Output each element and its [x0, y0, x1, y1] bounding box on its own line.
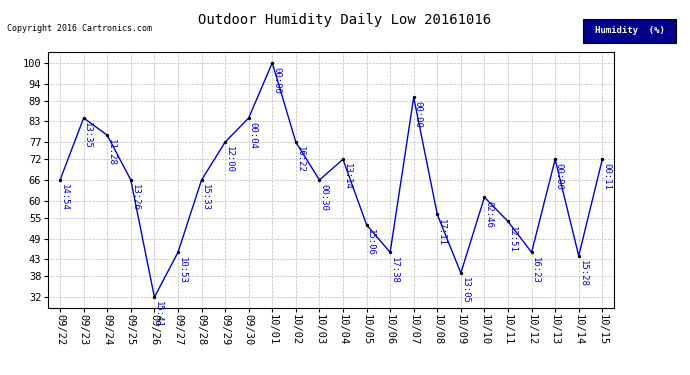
Point [479, 194, 490, 200]
Text: 13:14: 13:14 [343, 164, 352, 190]
Point [314, 177, 325, 183]
Point [550, 156, 561, 162]
Text: 00:30: 00:30 [319, 184, 328, 211]
Point [267, 60, 278, 66]
Text: 14:54: 14:54 [60, 184, 69, 211]
Point [384, 249, 395, 255]
Point [126, 177, 137, 183]
Text: 16:23: 16:23 [531, 256, 540, 284]
Point [455, 270, 466, 276]
Text: 13:05: 13:05 [460, 277, 469, 304]
Text: Copyright 2016 Cartronics.com: Copyright 2016 Cartronics.com [7, 24, 152, 33]
Point [502, 218, 513, 224]
Text: 15:41: 15:41 [154, 302, 163, 328]
Text: 00:00: 00:00 [555, 164, 564, 190]
Point [219, 139, 230, 145]
Text: Humidity  (%): Humidity (%) [595, 26, 664, 36]
Point [196, 177, 207, 183]
Text: 02:46: 02:46 [484, 201, 493, 228]
Point [408, 94, 420, 100]
Text: 12:51: 12:51 [508, 225, 517, 252]
Point [78, 115, 89, 121]
Text: 15:28: 15:28 [578, 260, 587, 287]
Text: 11:28: 11:28 [107, 140, 116, 166]
Point [172, 249, 184, 255]
Point [290, 139, 302, 145]
Point [573, 253, 584, 259]
Text: 13:35: 13:35 [83, 122, 92, 149]
Text: 13:26: 13:26 [130, 184, 139, 211]
Point [526, 249, 537, 255]
Text: 00:04: 00:04 [248, 122, 257, 149]
Point [432, 211, 443, 217]
Point [361, 222, 372, 228]
Text: 15:06: 15:06 [366, 229, 375, 256]
Text: 17:38: 17:38 [390, 256, 399, 284]
Point [101, 132, 112, 138]
Point [597, 156, 608, 162]
Text: 00:00: 00:00 [413, 102, 422, 128]
Text: Outdoor Humidity Daily Low 20161016: Outdoor Humidity Daily Low 20161016 [199, 13, 491, 27]
Text: 00:00: 00:00 [272, 67, 281, 94]
Text: 16:22: 16:22 [295, 146, 304, 173]
Point [149, 294, 160, 300]
Text: 12:00: 12:00 [225, 146, 234, 173]
Point [337, 156, 348, 162]
Point [243, 115, 254, 121]
Text: 15:33: 15:33 [201, 184, 210, 211]
Point [55, 177, 66, 183]
Text: 10:53: 10:53 [177, 256, 186, 284]
Text: 17:11: 17:11 [437, 219, 446, 246]
Text: 00:11: 00:11 [602, 164, 611, 190]
